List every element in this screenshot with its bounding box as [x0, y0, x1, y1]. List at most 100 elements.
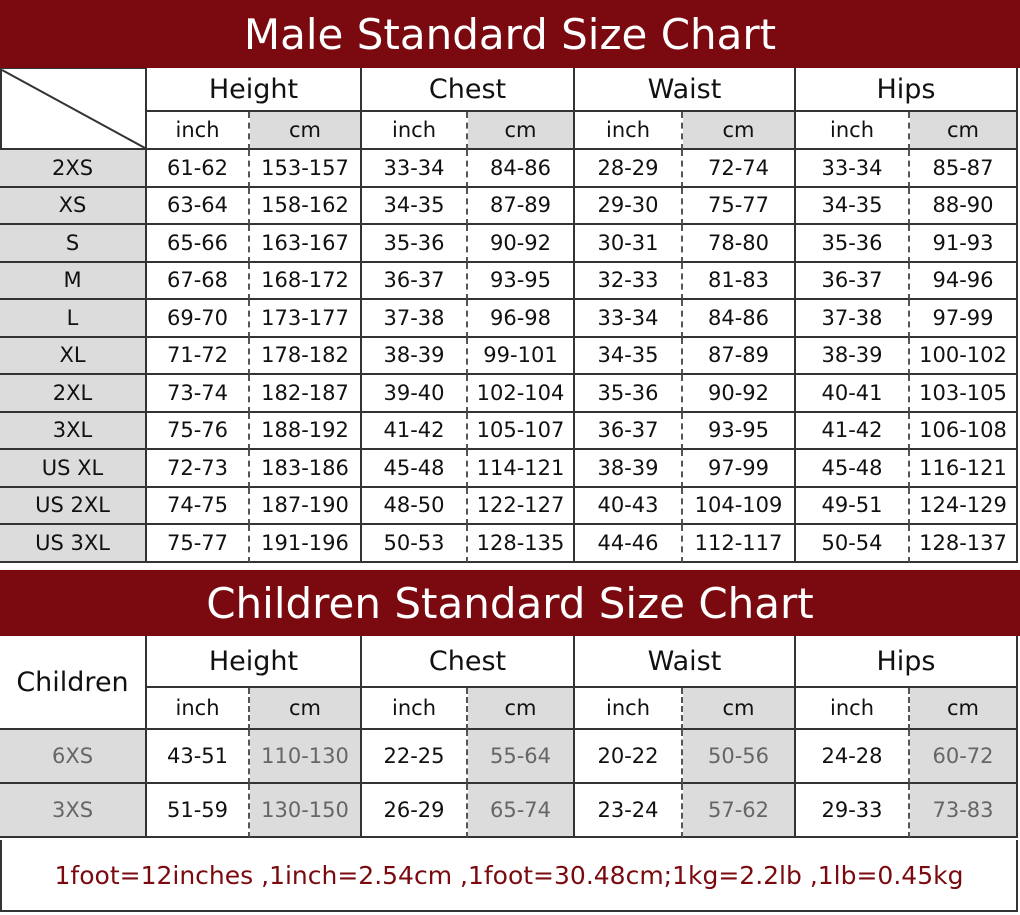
size-value: 61-62	[147, 150, 250, 188]
children-title: Children Standard Size Chart	[0, 570, 1020, 636]
size-value: 37-38	[362, 300, 468, 338]
size-value: 36-37	[362, 262, 468, 300]
group-header: Hips	[796, 636, 1018, 688]
size-value: 29-33	[796, 784, 910, 838]
size-value: 158-162	[250, 187, 362, 225]
size-value: 88-90	[910, 187, 1018, 225]
size-value: 30-31	[575, 225, 683, 263]
group-header: Waist	[575, 636, 796, 688]
size-value: 100-102	[910, 337, 1018, 375]
size-value: 73-74	[147, 375, 250, 413]
size-value: 45-48	[796, 450, 910, 488]
group-header: Chest	[362, 68, 575, 112]
size-value: 22-25	[362, 730, 468, 784]
size-value: 28-29	[575, 150, 683, 188]
size-value: 187-190	[250, 487, 362, 525]
size-value: 87-89	[683, 337, 796, 375]
size-value: 90-92	[683, 375, 796, 413]
size-value: 67-68	[147, 262, 250, 300]
size-value: 112-117	[683, 525, 796, 563]
size-value: 65-74	[468, 784, 575, 838]
size-value: 36-37	[796, 262, 910, 300]
size-value: 173-177	[250, 300, 362, 338]
size-value: 105-107	[468, 412, 575, 450]
size-value: 38-39	[796, 337, 910, 375]
size-value: 51-59	[147, 784, 250, 838]
size-value: 60-72	[910, 730, 1018, 784]
size-value: 182-187	[250, 375, 362, 413]
size-value: 57-62	[683, 784, 796, 838]
group-header: Chest	[362, 636, 575, 688]
unit-header: inch	[575, 112, 683, 150]
size-value: 34-35	[575, 337, 683, 375]
unit-header: inch	[362, 688, 468, 730]
size-value: 99-101	[468, 337, 575, 375]
size-value: 49-51	[796, 487, 910, 525]
unit-header: inch	[147, 688, 250, 730]
corner-label: Children	[0, 636, 147, 730]
size-value: 20-22	[575, 730, 683, 784]
size-value: 71-72	[147, 337, 250, 375]
unit-header: inch	[796, 112, 910, 150]
unit-header: cm	[910, 688, 1018, 730]
size-label: 2XS	[0, 150, 147, 188]
size-value: 50-53	[362, 525, 468, 563]
unit-header: inch	[147, 112, 250, 150]
size-value: 41-42	[362, 412, 468, 450]
unit-header: inch	[796, 688, 910, 730]
unit-header: cm	[250, 112, 362, 150]
corner-diagonal	[0, 68, 147, 150]
size-value: 91-93	[910, 225, 1018, 263]
size-value: 63-64	[147, 187, 250, 225]
size-label: 3XS	[0, 784, 147, 838]
unit-header: cm	[468, 688, 575, 730]
size-value: 72-73	[147, 450, 250, 488]
size-value: 75-76	[147, 412, 250, 450]
size-value: 55-64	[468, 730, 575, 784]
size-label: S	[0, 225, 147, 263]
size-value: 122-127	[468, 487, 575, 525]
size-value: 110-130	[250, 730, 362, 784]
size-value: 35-36	[575, 375, 683, 413]
size-value: 85-87	[910, 150, 1018, 188]
size-value: 40-43	[575, 487, 683, 525]
size-value: 40-41	[796, 375, 910, 413]
size-value: 73-83	[910, 784, 1018, 838]
size-value: 35-36	[796, 225, 910, 263]
size-value: 128-135	[468, 525, 575, 563]
size-value: 84-86	[468, 150, 575, 188]
unit-header: cm	[683, 688, 796, 730]
size-label: L	[0, 300, 147, 338]
size-label: 3XL	[0, 412, 147, 450]
size-value: 38-39	[575, 450, 683, 488]
size-value: 50-56	[683, 730, 796, 784]
size-value: 65-66	[147, 225, 250, 263]
size-value: 153-157	[250, 150, 362, 188]
size-value: 128-137	[910, 525, 1018, 563]
size-value: 87-89	[468, 187, 575, 225]
size-label: US XL	[0, 450, 147, 488]
size-label: 6XS	[0, 730, 147, 784]
size-value: 163-167	[250, 225, 362, 263]
size-value: 45-48	[362, 450, 468, 488]
group-header: Height	[147, 636, 362, 688]
unit-header: cm	[683, 112, 796, 150]
size-value: 41-42	[796, 412, 910, 450]
unit-header: inch	[362, 112, 468, 150]
size-value: 102-104	[468, 375, 575, 413]
size-value: 34-35	[362, 187, 468, 225]
size-value: 90-92	[468, 225, 575, 263]
size-value: 38-39	[362, 337, 468, 375]
unit-header: cm	[468, 112, 575, 150]
size-value: 33-34	[575, 300, 683, 338]
size-value: 103-105	[910, 375, 1018, 413]
size-value: 93-95	[683, 412, 796, 450]
unit-header: cm	[250, 688, 362, 730]
size-label: US 3XL	[0, 525, 147, 563]
size-value: 94-96	[910, 262, 1018, 300]
size-label: XL	[0, 337, 147, 375]
size-value: 29-30	[575, 187, 683, 225]
size-value: 116-121	[910, 450, 1018, 488]
size-value: 23-24	[575, 784, 683, 838]
